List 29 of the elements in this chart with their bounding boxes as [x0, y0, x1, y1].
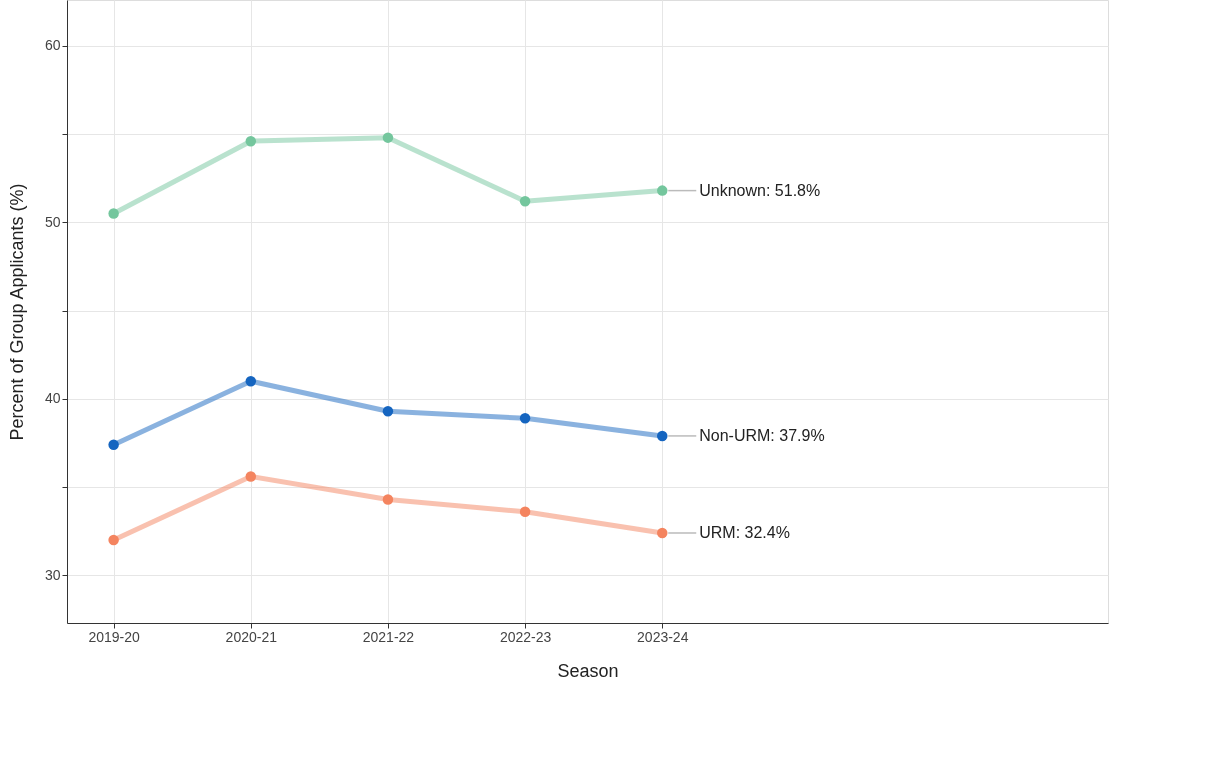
point	[108, 439, 119, 450]
annotation: Non-URM: 37.9%	[699, 426, 825, 444]
point	[382, 132, 394, 143]
point	[245, 471, 257, 482]
x-tick-label: 2020-21	[225, 628, 278, 645]
y-tick-label: 30	[44, 566, 61, 583]
y-axis-title: Percent of Group Applicants (%)	[6, 183, 27, 441]
x-tick-label: 2021-22	[362, 628, 415, 645]
point	[382, 494, 394, 505]
point	[519, 195, 531, 207]
point	[382, 405, 394, 417]
annotation: Unknown: 51.8%	[699, 181, 821, 199]
y-tick-label: 60	[44, 37, 61, 54]
point	[245, 135, 257, 147]
annotation: URM: 32.4%	[699, 523, 790, 541]
x-tick-label: 2019-20	[88, 628, 141, 645]
point	[657, 185, 668, 196]
y-tick-label: 50	[44, 213, 61, 230]
point	[108, 208, 119, 219]
x-axis-title: Season	[557, 660, 619, 681]
x-tick-label: 2023-24	[637, 628, 689, 645]
y-tick-label: 40	[44, 390, 61, 407]
point	[519, 506, 531, 518]
x-tick-label: 2022-23	[499, 628, 552, 645]
point	[108, 534, 119, 546]
point	[245, 375, 257, 387]
point	[657, 527, 668, 539]
point	[657, 430, 668, 442]
point	[519, 413, 531, 424]
